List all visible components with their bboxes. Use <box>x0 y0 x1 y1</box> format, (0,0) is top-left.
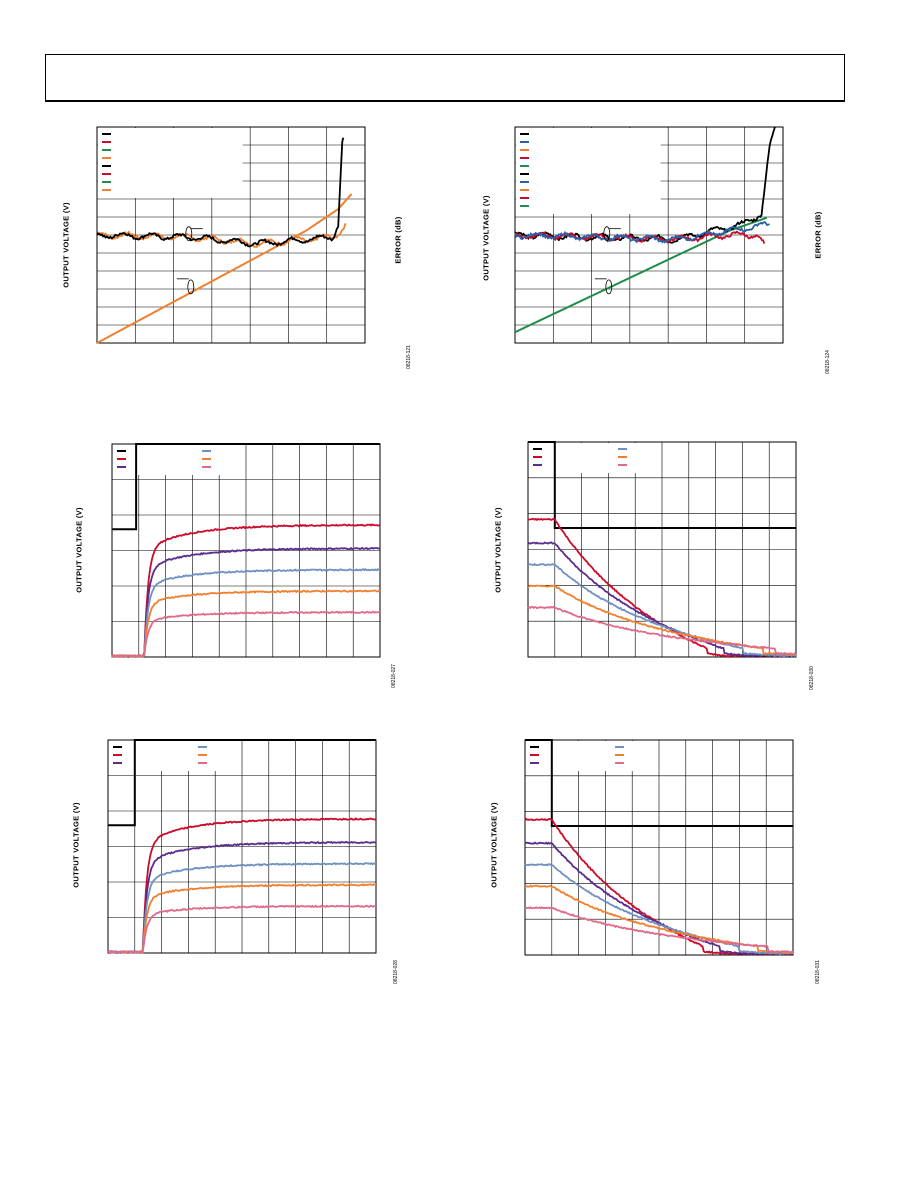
chart-3-series-black-step <box>112 443 380 531</box>
chart-1-output-marker <box>187 279 195 295</box>
chart-6-ylabel: OUTPUT VOLTAGE (V) <box>489 802 499 888</box>
chart-3-series-slate <box>111 568 381 658</box>
chart-5-series-orange <box>107 883 377 954</box>
chart-4-figure-id: 08218-030 <box>809 666 815 690</box>
chart-3-series-orange <box>111 589 381 658</box>
chart-1-series-orange-output-ramp <box>96 193 353 344</box>
chart-3-figure-id: 08218-027 <box>391 664 397 688</box>
chart-5-series-purple <box>107 840 377 954</box>
chart-1-ylabel: OUTPUT VOLTAGE (V) <box>61 202 71 288</box>
chart-2-y2label: ERROR (dB) <box>813 211 823 259</box>
chart-5-series-pink <box>107 904 377 954</box>
chart-1-figure-id: 08218-121 <box>406 345 412 369</box>
chart-1-y2label: ERROR (dB) <box>393 216 403 264</box>
chart-5-series-slate <box>107 862 377 954</box>
chart-5-legend-panel <box>109 741 230 771</box>
chart-6-figure-id: 08218-031 <box>815 960 821 984</box>
chart-2-series-red-error <box>514 230 766 244</box>
chart-5-figure-id: 08218-028 <box>393 960 399 984</box>
chart-6-series-slate <box>524 863 794 956</box>
chart-4-series-pink <box>527 605 797 656</box>
chart-3-ylabel: OUTPUT VOLTAGE (V) <box>74 507 84 593</box>
chart-4-ylabel: OUTPUT VOLTAGE (V) <box>493 507 503 593</box>
chart-1-error-marker <box>185 226 193 242</box>
chart-2-legend-panel <box>516 128 661 214</box>
chart-3-legend-panel <box>113 445 234 475</box>
page-header-box <box>45 54 845 102</box>
chart-5-series-red <box>107 817 377 954</box>
chart-6-series-purple <box>524 841 794 956</box>
chart-4-series-slate <box>527 562 797 658</box>
chart-2-ylabel: OUTPUT VOLTAGE (V) <box>481 195 491 281</box>
chart-2-figure-id: 08218-124 <box>825 350 831 374</box>
chart-3-series-pink <box>111 610 381 658</box>
chart-1-series-black-error <box>96 137 345 248</box>
chart-2-series-blue-error <box>514 221 770 244</box>
chart-5-ylabel: OUTPUT VOLTAGE (V) <box>71 802 81 888</box>
chart-2-series-green-output-ramp <box>514 216 768 334</box>
chart-4-legend-panel <box>529 443 650 473</box>
chart-6-series-black-step <box>525 739 793 827</box>
chart-2-error-marker <box>603 226 611 242</box>
chart-6-legend-panel <box>526 741 647 771</box>
chart-3-series-purple <box>111 546 381 658</box>
chart-2-output-marker <box>605 279 613 295</box>
chart-1-legend-panel <box>98 128 243 198</box>
chart-3-series-red <box>111 523 381 658</box>
chart-6-series-pink <box>524 906 794 954</box>
chart-5-series-black-step <box>108 739 376 827</box>
chart-4-series-black-step <box>528 441 796 529</box>
